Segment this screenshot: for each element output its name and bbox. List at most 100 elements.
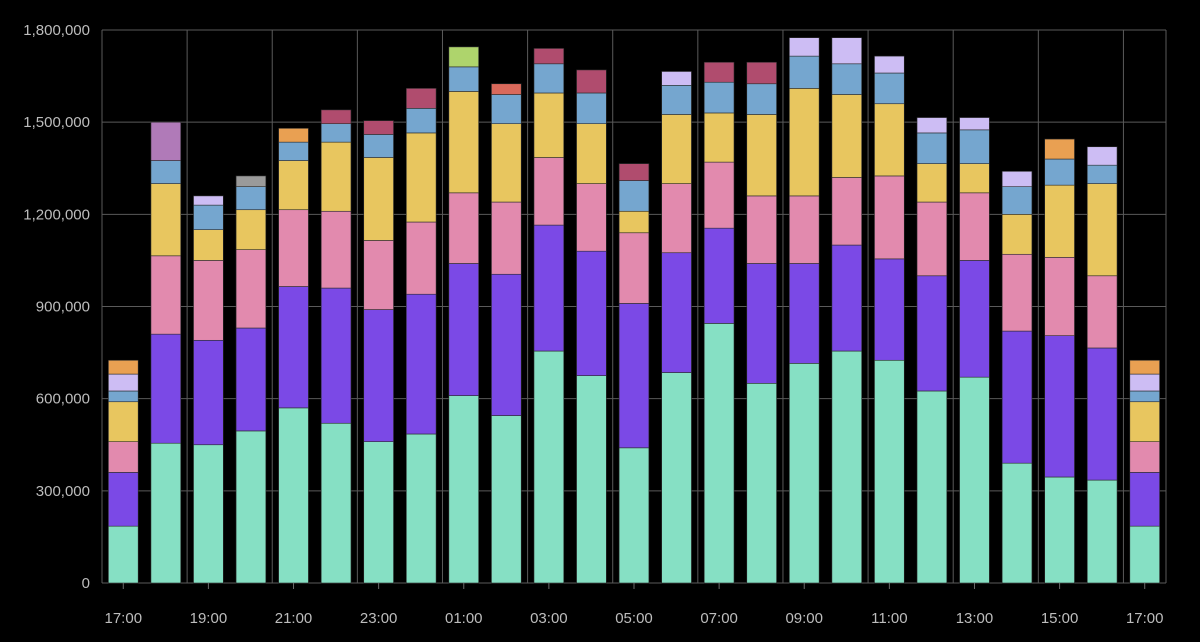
bar-segment <box>789 55 820 89</box>
bar-segment <box>618 180 650 212</box>
bar-segment <box>235 209 267 250</box>
bar-segment <box>108 390 139 403</box>
stacked-bar <box>1129 359 1160 584</box>
bar-segment <box>448 91 479 194</box>
bar-segment <box>703 161 735 229</box>
stacked-bar <box>448 46 479 584</box>
stacked-bar <box>193 195 224 584</box>
bar-segment <box>746 383 777 584</box>
bar-segment <box>1001 186 1033 215</box>
bar-segment <box>1044 257 1075 336</box>
bar-segment <box>1044 476 1075 584</box>
stacked-bar <box>150 121 182 584</box>
bar-segment <box>1001 214 1033 255</box>
stacked-bar <box>1086 146 1118 584</box>
bar-segment <box>193 444 224 584</box>
bar-segment <box>916 117 948 134</box>
bar-segment <box>150 121 182 161</box>
bar-segment <box>746 195 777 264</box>
bar-segment <box>576 375 607 584</box>
bar-segment <box>789 195 820 264</box>
bar-segment <box>448 46 479 68</box>
bar-segment <box>831 244 862 352</box>
bar-segment <box>491 273 522 416</box>
x-tick-label: 05:00 <box>615 610 653 627</box>
bar-segment <box>363 134 394 158</box>
bar-segment <box>363 157 394 241</box>
bar-segment <box>533 92 565 158</box>
bar-segment <box>916 275 948 392</box>
bar-segment <box>661 85 692 115</box>
bar-segment <box>406 88 437 109</box>
bar-segment <box>1129 441 1160 473</box>
bar-segment <box>874 175 905 260</box>
x-tick-label: 01:00 <box>445 610 483 627</box>
bar-segment <box>150 183 182 257</box>
bar-segment <box>959 129 990 164</box>
bar-segment <box>1044 158 1075 186</box>
bar-segment <box>916 390 948 584</box>
bar-series <box>108 37 1160 584</box>
bar-segment <box>618 210 650 234</box>
bar-segment <box>576 69 607 94</box>
bar-segment <box>1044 184 1075 258</box>
bar-segment <box>320 141 352 212</box>
bar-segment <box>703 61 735 83</box>
bar-segment <box>831 37 862 65</box>
y-tick-label: 600,000 <box>36 391 90 408</box>
bar-segment <box>959 163 990 194</box>
bar-segment <box>491 123 522 203</box>
stacked-bar <box>320 109 352 584</box>
bar-segment <box>1001 462 1033 584</box>
bar-segment <box>874 258 905 361</box>
bar-segment <box>320 123 352 143</box>
bar-segment <box>959 192 990 261</box>
bar-segment <box>1129 525 1160 584</box>
bar-segment <box>831 63 862 95</box>
bar-segment <box>746 263 777 384</box>
stacked-bar <box>533 48 565 584</box>
stacked-bar <box>406 88 437 584</box>
bar-segment <box>618 163 650 181</box>
bar-segment <box>235 175 267 187</box>
bar-segment <box>703 81 735 114</box>
bar-segment <box>789 263 820 364</box>
bar-segment <box>618 232 650 304</box>
bar-segment <box>406 108 437 134</box>
bar-segment <box>406 221 437 295</box>
bar-segment <box>789 363 820 584</box>
bar-segment <box>703 112 735 163</box>
bar-segment <box>1086 146 1118 166</box>
stacked-bar <box>874 55 905 584</box>
bar-segment <box>533 224 565 352</box>
bar-segment <box>278 128 309 143</box>
bar-segment <box>1086 275 1118 349</box>
stacked-bar <box>278 128 309 584</box>
bar-segment <box>874 55 905 74</box>
bar-segment <box>1086 164 1118 184</box>
bar-segment <box>576 250 607 376</box>
bar-segment <box>703 323 735 584</box>
x-tick-label: 19:00 <box>190 610 228 627</box>
bar-segment <box>363 120 394 135</box>
bar-segment <box>576 123 607 184</box>
bar-segment <box>916 132 948 164</box>
bar-segment <box>703 227 735 324</box>
stacked-bar <box>1001 171 1033 584</box>
x-tick-label: 11:00 <box>871 610 907 627</box>
bar-segment <box>959 260 990 378</box>
bar-segment <box>491 83 522 95</box>
bar-segment <box>1129 390 1160 403</box>
x-tick-label: 07:00 <box>700 610 738 627</box>
bar-segment <box>1086 347 1118 481</box>
x-tick-label: 09:00 <box>785 610 823 627</box>
bar-segment <box>789 37 820 57</box>
bar-segment <box>874 72 905 105</box>
bar-segment <box>576 92 607 125</box>
bar-segment <box>491 94 522 125</box>
bar-segment <box>278 407 309 584</box>
bar-segment <box>661 183 692 254</box>
x-tick-label: 17:00 <box>1126 610 1164 627</box>
bar-segment <box>1129 472 1160 527</box>
